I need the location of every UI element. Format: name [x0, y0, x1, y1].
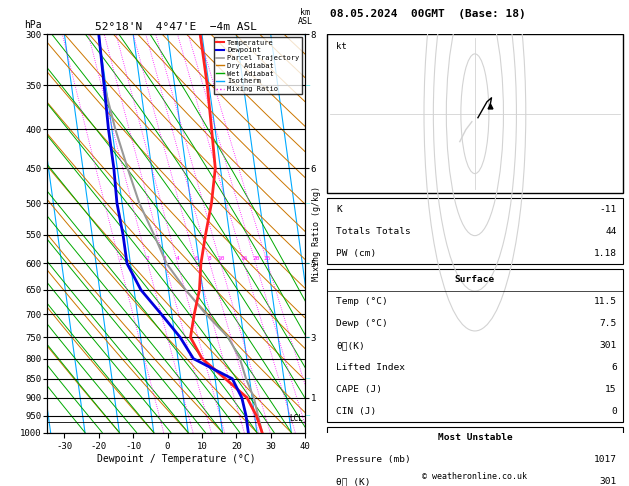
Text: 20: 20: [252, 257, 260, 261]
Bar: [327, 427, 623, 486]
Text: 6: 6: [194, 257, 198, 261]
Text: —: —: [306, 376, 310, 382]
Text: 1.18: 1.18: [594, 248, 617, 258]
Text: Lifted Index: Lifted Index: [336, 363, 405, 372]
Text: -11: -11: [599, 205, 617, 214]
Text: 25: 25: [264, 257, 271, 261]
Text: 6: 6: [611, 363, 617, 372]
Text: θᴇ (K): θᴇ (K): [336, 477, 370, 486]
Text: © weatheronline.co.uk: © weatheronline.co.uk: [423, 472, 527, 481]
Text: 301: 301: [599, 341, 617, 350]
Text: Mixing Ratio (g/kg): Mixing Ratio (g/kg): [312, 186, 321, 281]
Text: LCL: LCL: [289, 414, 303, 423]
Text: 3: 3: [163, 257, 167, 261]
Text: —: —: [306, 334, 310, 340]
Text: 08.05.2024  00GMT  (Base: 18): 08.05.2024 00GMT (Base: 18): [330, 9, 526, 19]
Text: 44: 44: [605, 226, 617, 236]
Text: 1: 1: [118, 257, 122, 261]
Text: θᴇ(K): θᴇ(K): [336, 341, 365, 350]
Text: Dewp (°C): Dewp (°C): [336, 319, 387, 328]
Text: —: —: [306, 200, 310, 206]
Text: 2: 2: [146, 257, 150, 261]
Text: km
ASL: km ASL: [298, 8, 313, 26]
Legend: Temperature, Dewpoint, Parcel Trajectory, Dry Adiabat, Wet Adiabat, Isotherm, Mi: Temperature, Dewpoint, Parcel Trajectory…: [214, 37, 301, 94]
Text: 1017: 1017: [594, 455, 617, 464]
Text: —: —: [306, 260, 310, 266]
Text: 15: 15: [605, 385, 617, 394]
Text: Surface: Surface: [455, 275, 495, 284]
Text: —: —: [306, 413, 310, 418]
Text: PW (cm): PW (cm): [336, 248, 376, 258]
Text: 7.5: 7.5: [599, 319, 617, 328]
Title: 52°18'N  4°47'E  −4m ASL: 52°18'N 4°47'E −4m ASL: [95, 22, 257, 32]
Bar: [327, 198, 623, 264]
Text: 16: 16: [240, 257, 248, 261]
Text: Totals Totals: Totals Totals: [336, 226, 411, 236]
Bar: [327, 34, 623, 193]
Bar: [327, 269, 623, 422]
Text: hPa: hPa: [24, 20, 42, 30]
X-axis label: Dewpoint / Temperature (°C): Dewpoint / Temperature (°C): [97, 454, 255, 464]
Text: —: —: [306, 82, 310, 88]
Text: Most Unstable: Most Unstable: [438, 434, 512, 442]
Text: CAPE (J): CAPE (J): [336, 385, 382, 394]
Text: 301: 301: [599, 477, 617, 486]
Text: 0: 0: [611, 407, 617, 416]
Text: Pressure (mb): Pressure (mb): [336, 455, 411, 464]
Text: 4: 4: [175, 257, 179, 261]
Text: 11.5: 11.5: [594, 297, 617, 306]
Text: Temp (°C): Temp (°C): [336, 297, 387, 306]
Text: K: K: [336, 205, 342, 214]
Text: kt: kt: [336, 42, 347, 51]
Text: 10: 10: [217, 257, 225, 261]
Text: 8: 8: [208, 257, 211, 261]
Text: CIN (J): CIN (J): [336, 407, 376, 416]
